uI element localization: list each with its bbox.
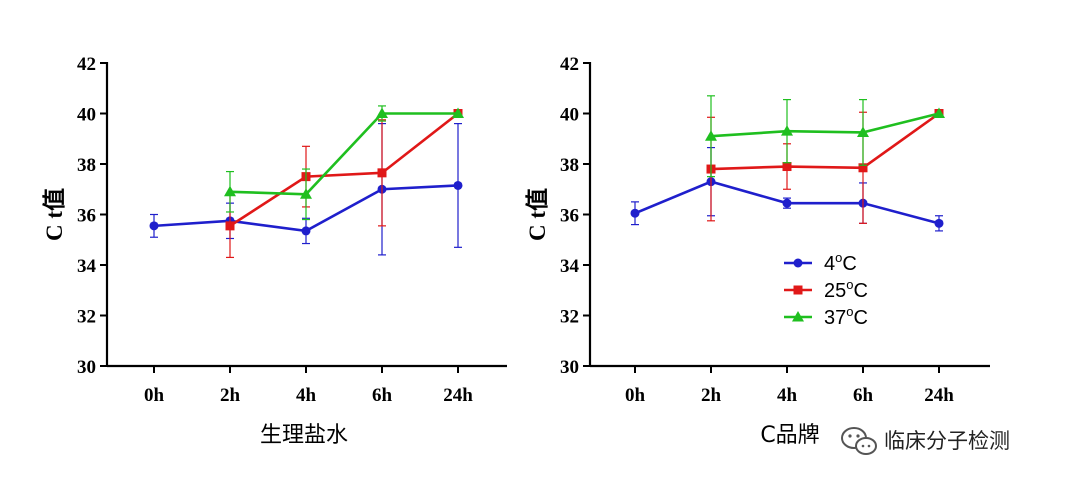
x-tick-label: 6h [853, 385, 874, 406]
series-2 [224, 105, 464, 221]
legend-unit: C [853, 280, 867, 302]
y-tick-label: 38 [560, 155, 579, 176]
data-point [781, 125, 793, 136]
series-line [229, 112, 459, 227]
data-point [452, 107, 464, 118]
y-axis-title: C t值 [41, 188, 67, 241]
y-tick-label: 42 [560, 54, 579, 75]
x-tick-label: 6h [372, 385, 393, 406]
x-axis-title: C品牌 [760, 423, 819, 448]
chart-right-brand-c: 30 32 34 36 38 40 42 0h 2h 4h 6h 24h C t值 C品牌 [524, 54, 990, 448]
legend-unit: C [842, 253, 856, 275]
y-tick-label: 36 [77, 206, 96, 227]
x-tick-label: 4h [296, 385, 317, 406]
legend-value: 37 [824, 307, 846, 329]
x-tick-label: 0h [625, 385, 646, 406]
watermark-text: 临床分子检测 [884, 429, 1010, 453]
legend-marker [792, 311, 804, 322]
legend-marker [793, 258, 803, 268]
wechat-icon [841, 427, 877, 455]
x-axis-title: 生理盐水 [260, 423, 348, 448]
x-tick-label: 2h [220, 385, 241, 406]
y-tick-label: 40 [560, 105, 579, 126]
data-point [934, 218, 944, 228]
legend-degree: o [846, 304, 853, 319]
x-tick-label: 24h [924, 385, 954, 406]
data-point [376, 107, 388, 118]
legend-marker [793, 285, 803, 295]
data-point [705, 130, 717, 141]
x-tick-label: 24h [443, 385, 473, 406]
data-point [453, 180, 463, 190]
data-point [300, 188, 312, 199]
legend-unit: C [853, 307, 867, 329]
x-tick-label: 2h [701, 385, 722, 406]
series-2 [705, 95, 945, 178]
data-point [149, 221, 159, 231]
y-tick-label: 38 [77, 155, 96, 176]
y-tick-label: 40 [77, 105, 96, 126]
data-point [857, 126, 869, 137]
series-1 [706, 109, 944, 224]
y-tick-label: 32 [77, 307, 96, 328]
y-tick-label: 34 [77, 256, 97, 277]
legend-degree: o [846, 277, 853, 292]
y-tick-label: 30 [560, 357, 579, 378]
y-tick-label: 30 [77, 357, 96, 378]
series-line [710, 112, 940, 138]
y-tick-label: 42 [77, 54, 96, 75]
y-tick-label: 34 [560, 256, 580, 277]
data-point [782, 162, 792, 172]
legend-label: 25oC [824, 277, 868, 302]
data-point [224, 185, 236, 197]
data-point [301, 226, 311, 236]
series-1 [225, 109, 463, 259]
data-point [858, 163, 868, 173]
data-point [377, 168, 387, 178]
y-tick-label: 32 [560, 307, 579, 328]
y-tick-label: 36 [560, 206, 579, 227]
data-point [225, 221, 235, 231]
watermark: 临床分子检测 [841, 427, 1010, 455]
y-axis-title: C t值 [524, 188, 550, 241]
legend-value: 25 [824, 280, 846, 302]
data-point [630, 208, 640, 218]
series-line [710, 112, 940, 171]
legend-degree: o [835, 250, 842, 265]
data-point [782, 198, 792, 208]
legend-label: 4oC [824, 250, 857, 275]
legend-label: 37oC [824, 304, 868, 329]
legend-value: 4 [824, 253, 835, 275]
x-tick-label: 4h [777, 385, 798, 406]
data-point [933, 107, 945, 118]
series-line [229, 112, 458, 196]
x-tick-label: 0h [144, 385, 165, 406]
